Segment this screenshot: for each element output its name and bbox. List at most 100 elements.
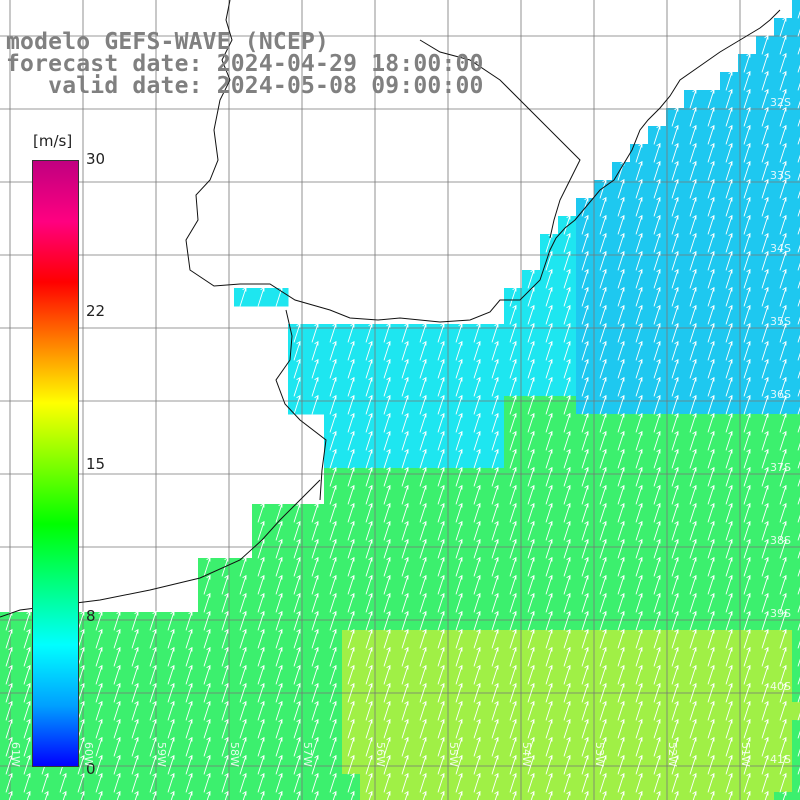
- wind-arrow: [131, 754, 139, 775]
- wind-arrow: [509, 538, 517, 559]
- wind-arrow: [761, 412, 769, 433]
- wind-arrow: [347, 340, 355, 361]
- wind-arrow: [365, 736, 373, 757]
- wind-arrow: [689, 160, 697, 181]
- wind-arrow: [797, 118, 800, 127]
- wind-arrow: [797, 550, 800, 559]
- wind-arrow: [527, 340, 535, 361]
- wind-arrow: [293, 376, 301, 397]
- wind-arrow: [581, 304, 589, 325]
- wind-arrow: [743, 376, 751, 397]
- wind-arrow: [563, 682, 571, 703]
- wind-arrow: [350, 790, 355, 800]
- wind-arrow: [23, 628, 31, 649]
- wind-cell: [792, 630, 800, 649]
- wind-arrow: [113, 664, 121, 685]
- wind-arrow: [170, 790, 175, 800]
- wind-arrow: [599, 718, 607, 739]
- wind-arrow: [311, 718, 319, 739]
- wind-arrow: [653, 736, 661, 757]
- wind-cell: [522, 792, 541, 800]
- wind-arrow: [419, 700, 427, 721]
- wind-arrow: [782, 790, 787, 800]
- wind-arrow: [257, 772, 265, 793]
- wind-arrow: [545, 754, 553, 775]
- wind-arrow: [671, 610, 679, 631]
- wind-arrow: [725, 646, 733, 667]
- wind-cell: [306, 792, 325, 800]
- wind-arrow: [797, 604, 800, 613]
- wind-arrow: [725, 448, 733, 469]
- wind-arrow: [725, 268, 733, 289]
- wind-arrow: [635, 610, 643, 631]
- wind-cell: [792, 198, 800, 217]
- title-line-2: forecast date: 2024-04-29 18:00:00: [6, 51, 484, 77]
- wind-arrow: [257, 664, 265, 685]
- wind-arrow: [797, 226, 800, 235]
- wind-arrow: [311, 736, 319, 757]
- wind-arrow: [329, 664, 337, 685]
- wind-arrow: [653, 412, 661, 433]
- wind-arrow: [347, 412, 355, 433]
- wind-arrow: [563, 322, 571, 343]
- wind-arrow: [581, 682, 589, 703]
- wind-arrow: [779, 628, 787, 649]
- colorbar-tick-22: 22: [86, 302, 106, 320]
- wind-arrow: [527, 718, 535, 739]
- wind-arrow: [617, 718, 625, 739]
- title-line-3: valid date: 2024-05-08 09:00:00: [6, 73, 484, 99]
- wind-arrow: [95, 682, 103, 703]
- wind-arrow: [149, 610, 157, 631]
- wind-arrow: [437, 556, 445, 577]
- wind-arrow: [671, 322, 679, 343]
- wind-arrow: [743, 340, 751, 361]
- wind-arrow: [671, 466, 679, 487]
- wind-arrow: [203, 646, 211, 667]
- wind-arrow: [401, 628, 409, 649]
- wind-arrow: [725, 196, 733, 217]
- wind-arrow: [419, 484, 427, 505]
- wind-arrow: [617, 286, 625, 307]
- wind-arrow: [779, 718, 787, 739]
- wind-arrow: [689, 304, 697, 325]
- wind-arrow: [599, 232, 607, 253]
- wind-arrow: [617, 646, 625, 667]
- wind-arrow: [347, 592, 355, 613]
- wind-arrow: [581, 754, 589, 775]
- wind-arrow: [437, 394, 445, 415]
- wind-arrow: [653, 304, 661, 325]
- wind-arrow: [509, 574, 517, 595]
- wind-arrow: [311, 682, 319, 703]
- wind-arrow: [257, 538, 265, 559]
- wind-arrow: [617, 682, 625, 703]
- wind-arrow: [437, 448, 445, 469]
- wind-arrow: [725, 394, 733, 415]
- wind-arrow: [437, 466, 445, 487]
- wind-arrow: [347, 502, 355, 523]
- wind-arrow: [347, 610, 355, 631]
- wind-arrow: [383, 538, 391, 559]
- wind-arrow: [329, 394, 337, 415]
- wind-arrow: [581, 268, 589, 289]
- wind-arrow: [797, 28, 800, 37]
- wind-arrow: [599, 340, 607, 361]
- wind-arrow: [473, 538, 481, 559]
- wind-arrow: [779, 574, 787, 595]
- wind-arrow: [779, 178, 787, 199]
- wind-arrow: [707, 250, 715, 271]
- wind-arrow: [689, 520, 697, 541]
- wind-arrow: [635, 736, 643, 757]
- wind-cell: [324, 792, 343, 800]
- wind-arrow: [401, 574, 409, 595]
- wind-arrow: [419, 394, 427, 415]
- wind-arrow: [671, 376, 679, 397]
- wind-arrow: [671, 754, 679, 775]
- wind-arrow: [671, 196, 679, 217]
- wind-arrow: [401, 394, 409, 415]
- wind-arrow: [581, 376, 589, 397]
- latitude-label: 35S: [770, 315, 791, 328]
- wind-arrow: [617, 502, 625, 523]
- wind-arrow: [761, 250, 769, 271]
- wind-arrow: [422, 790, 427, 800]
